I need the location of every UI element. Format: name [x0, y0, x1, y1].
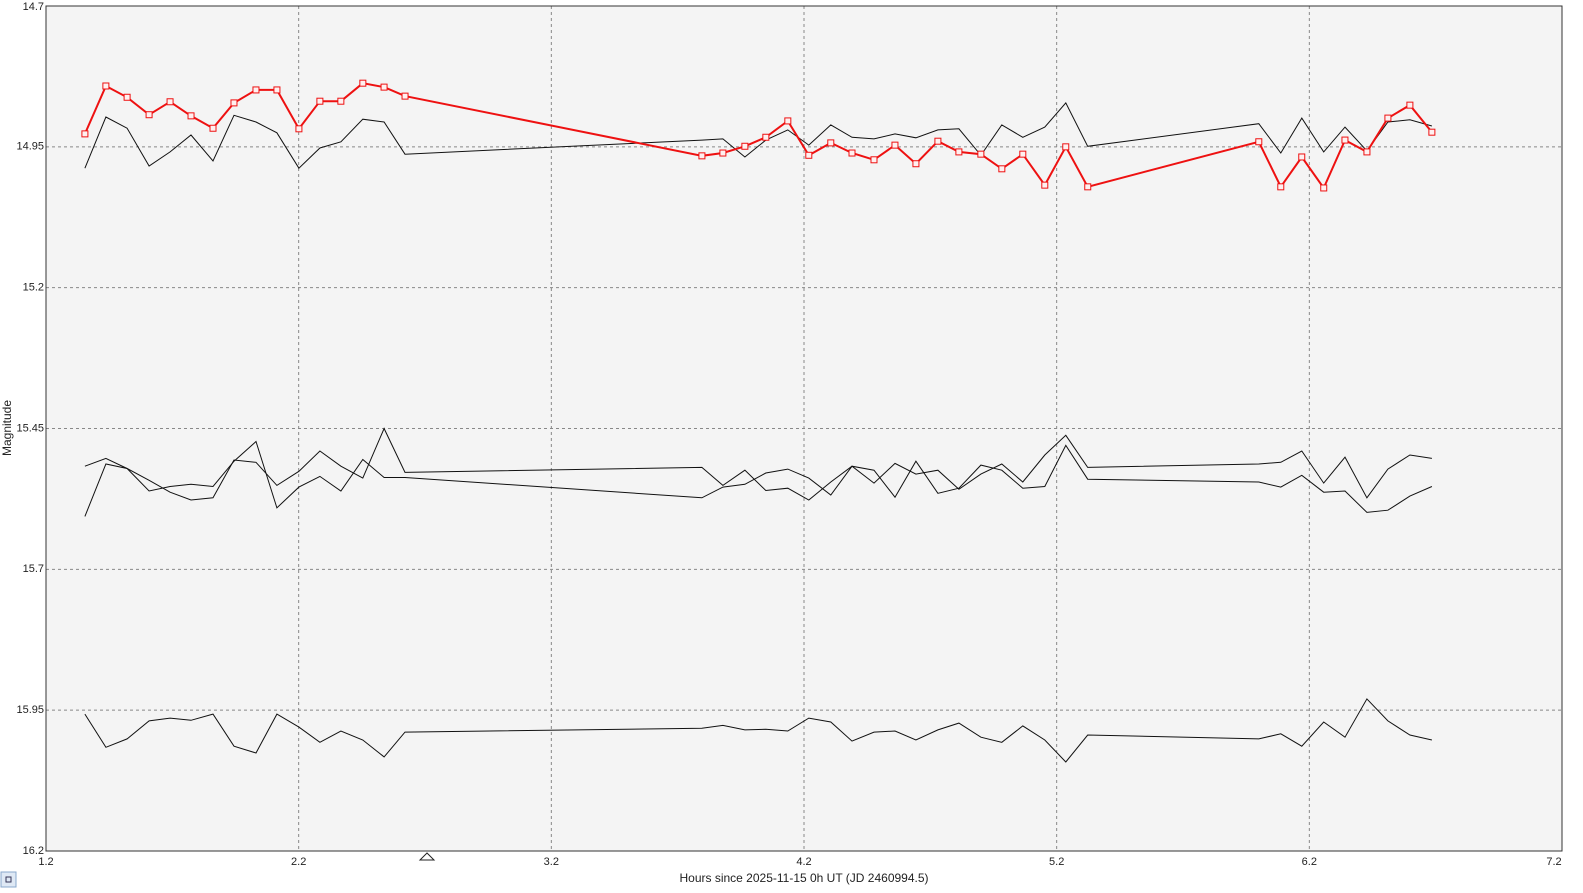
x-tick-label: 4.2 — [796, 856, 811, 868]
x-axis-label: Hours since 2025-11-15 0h UT (JD 2460994… — [679, 871, 928, 885]
data-point — [230, 99, 238, 107]
time-marker — [418, 852, 436, 861]
y-tick-label: 15.95 — [16, 704, 44, 716]
x-tick-label: 2.2 — [291, 856, 306, 868]
x-tick-label: 7.2 — [1546, 856, 1561, 868]
data-point — [380, 83, 388, 91]
y-tick-label: 14.7 — [23, 1, 44, 13]
data-point — [1062, 143, 1070, 151]
y-tick-label: 14.95 — [16, 141, 44, 153]
data-point — [1277, 183, 1285, 191]
data-point — [123, 93, 131, 101]
data-point — [81, 130, 89, 138]
data-point — [891, 141, 899, 149]
x-tick-label: 1.2 — [38, 856, 53, 868]
data-point — [1406, 101, 1414, 109]
plot-frame — [45, 5, 1563, 852]
x-tick-label: 3.2 — [544, 856, 559, 868]
data-point — [209, 124, 217, 132]
series-layer — [81, 79, 1436, 763]
series-line — [84, 102, 1433, 169]
data-point — [848, 149, 856, 157]
data-point — [955, 148, 963, 156]
data-point — [698, 152, 706, 160]
y-tick-label: 15.2 — [23, 282, 44, 294]
data-point — [187, 112, 195, 120]
data-point — [998, 165, 1006, 173]
data-point — [102, 82, 110, 90]
series-line — [84, 698, 1433, 763]
data-point — [719, 149, 727, 157]
data-point — [1384, 114, 1392, 122]
data-point — [1428, 128, 1436, 136]
y-axis-label: Magnitude — [0, 400, 14, 456]
data-point — [401, 92, 409, 100]
data-point — [977, 150, 985, 158]
y-tick-label: 15.45 — [16, 422, 44, 434]
data-point — [316, 97, 324, 105]
data-point — [741, 142, 749, 150]
y-tick-label: 15.7 — [23, 563, 44, 575]
series-line — [84, 427, 1433, 513]
data-point — [870, 156, 878, 164]
data-point — [145, 111, 153, 119]
data-point — [934, 137, 942, 145]
data-point — [784, 117, 792, 125]
data-point — [295, 125, 303, 133]
data-point — [1320, 184, 1328, 192]
data-point — [1341, 136, 1349, 144]
corner-icon — [5, 876, 12, 883]
x-tick-label: 5.2 — [1049, 856, 1064, 868]
data-point — [273, 86, 281, 94]
x-tick-label: 6.2 — [1302, 856, 1317, 868]
corner-button[interactable] — [0, 871, 17, 888]
series-line — [84, 434, 1432, 517]
series-line — [83, 82, 1433, 191]
data-point — [252, 86, 260, 94]
data-point — [1255, 138, 1263, 146]
y-tick-label: 16.2 — [23, 845, 44, 857]
data-point — [762, 133, 770, 141]
data-point — [1019, 150, 1027, 158]
data-point — [1084, 183, 1092, 191]
data-point — [359, 79, 367, 87]
data-point — [166, 98, 174, 106]
data-point — [337, 97, 345, 105]
data-point — [1363, 148, 1371, 156]
data-point — [912, 160, 920, 168]
data-point — [1041, 181, 1049, 189]
data-point — [827, 139, 835, 147]
data-point — [1298, 153, 1306, 161]
data-point — [805, 151, 813, 159]
